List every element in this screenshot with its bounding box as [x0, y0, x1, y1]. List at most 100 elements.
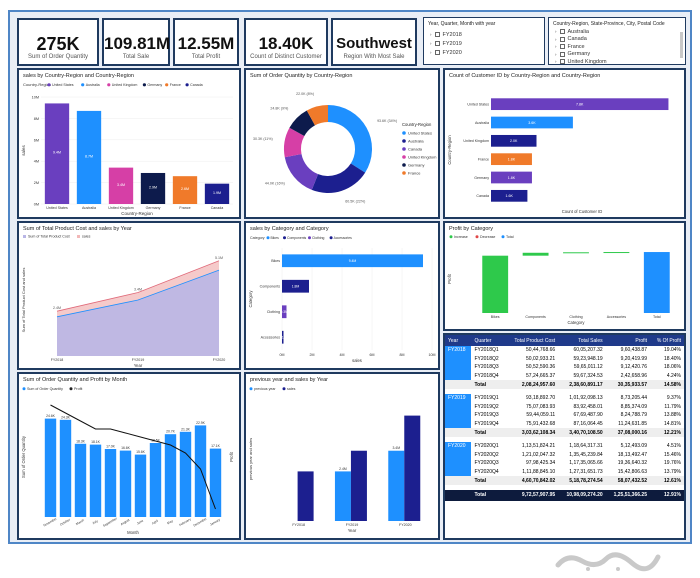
slicer-item-fy2020[interactable]: › FY2020	[430, 48, 462, 57]
checkbox-icon[interactable]	[559, 44, 565, 50]
area-data-label: 5.1M	[215, 256, 223, 260]
checkbox-icon[interactable]	[434, 32, 440, 37]
bar	[491, 116, 573, 129]
y-tick-label: 8M	[34, 117, 39, 121]
bar-data-label: 2.6M	[181, 187, 189, 191]
geo-slicer[interactable]: Country-Region, State-Province, City, Po…	[548, 17, 686, 65]
slicer-scrollbar[interactable]	[680, 32, 683, 58]
matrix-cell: 8,24,788.79	[620, 412, 647, 419]
matrix-cell: 4.24%	[666, 373, 681, 380]
checkbox-icon[interactable]	[559, 29, 565, 35]
matrix-cell: 15,42,806.63	[617, 469, 647, 476]
matrix-year-cell[interactable]	[445, 371, 472, 381]
legend-label: Sum of Order Quantity	[27, 387, 63, 391]
matrix-year-cell[interactable]	[445, 363, 472, 372]
slicer-item-australia[interactable]: › Australia	[555, 28, 607, 36]
matrix-cell: 9,60,438.87	[620, 347, 647, 354]
expand-icon[interactable]: ›	[555, 44, 557, 50]
sales-bar	[297, 471, 314, 521]
matrix-subtotal-row[interactable]: Total 4,60,70,842.02 5,18,78,274.54 58,07,4…	[445, 476, 684, 485]
matrix-subtotal-row[interactable]: Total 2,08,24,957.60 2,38,60,891.17 30,35,9…	[445, 380, 684, 389]
matrix-row[interactable]: FY2018Q2 50,02,933.21 59,23,948.19 9,20,419…	[445, 354, 684, 364]
expand-icon[interactable]: ›	[430, 50, 432, 55]
expand-icon[interactable]: ›	[430, 41, 432, 46]
checkbox-icon[interactable]	[434, 41, 440, 46]
legend-label: France	[408, 171, 421, 176]
matrix-cell: 9,20,419.99	[620, 355, 647, 362]
previous-year-card[interactable]: previous year and sales by Year previous…	[244, 372, 440, 540]
slicer-item-fy2019[interactable]: › FY2019	[430, 39, 462, 48]
slicer-item-fy2018[interactable]: › FY2018	[430, 30, 462, 39]
slicer-item-france[interactable]: › France	[555, 43, 607, 51]
checkbox-icon[interactable]	[559, 59, 565, 65]
matrix-header-cell[interactable]: Total Sales	[578, 337, 603, 344]
checkbox-icon[interactable]	[559, 51, 565, 57]
qty-profit-month-card[interactable]: Sum of Order Quantity and Profit by Mont…	[17, 372, 241, 540]
order-qty-donut-card[interactable]: Sum of Order Quantity by Country-Region …	[244, 68, 440, 219]
expand-icon[interactable]: ›	[555, 51, 557, 57]
checkbox-icon[interactable]	[434, 50, 440, 55]
matrix-year-cell[interactable]: FY2018	[445, 346, 472, 355]
matrix-row[interactable]: FY2018Q3 50,52,590.36 59,65,011.12 9,12,420…	[445, 363, 684, 372]
expand-icon[interactable]: ›	[555, 59, 557, 65]
matrix-header-cell[interactable]: Total Product Cost	[514, 337, 556, 344]
matrix-cell: 5,12,493.09	[620, 443, 647, 450]
slicer-item-united-kingdom[interactable]: › United Kingdom	[555, 58, 607, 66]
bar-data-label: 3.4M	[392, 446, 400, 450]
matrix-row[interactable]: FY2020Q2 1,21,02,047.32 1,35,45,239.84 18,1…	[445, 450, 684, 460]
x-axis-label: Year	[348, 528, 357, 533]
matrix-subtotal-row[interactable]: Total 3,03,62,108.34 3,40,70,108.50 37,08,0…	[445, 428, 684, 437]
matrix-year-cell[interactable]	[445, 419, 472, 429]
slicer-item-germany[interactable]: › Germany	[555, 51, 607, 59]
bar	[179, 431, 192, 517]
matrix-row[interactable]: FY2019Q4 75,91,432.68 87,16,064.45 11,24,63…	[445, 419, 684, 429]
kpi-distinct-customer[interactable]: 18.40K Count of Distinct Customer	[244, 18, 328, 66]
expand-icon[interactable]: ›	[555, 29, 557, 35]
matrix-header-cell[interactable]: % Of Profit	[656, 337, 681, 344]
profit-category-card[interactable]: Profit by Category Increase Decrease Total…	[443, 221, 686, 331]
profit-matrix[interactable]: Year Quarter Total Product Cost Total Sales…	[443, 333, 686, 540]
matrix-cell: FY2020Q4	[474, 469, 499, 476]
matrix-year-cell[interactable]	[445, 411, 472, 420]
matrix-row[interactable]: FY2020Q4 1,11,88,845.10 1,27,31,651.73 15,4…	[445, 467, 684, 477]
kpi-top-region[interactable]: Southwest Region With Most Sale	[331, 18, 417, 66]
matrix-year-cell[interactable]	[445, 380, 471, 389]
matrix-row[interactable]: FY2019Q2 75,07,083.93 83,92,458.01 8,85,374…	[445, 402, 684, 412]
sales-by-country-card[interactable]: sales by Country-Region and Country-Regi…	[17, 68, 241, 219]
matrix-row[interactable]: FY2020Q3 97,98,425.34 1,17,35,065.66 19,36,…	[445, 459, 684, 468]
expand-icon[interactable]: ›	[430, 32, 432, 37]
matrix-year-cell[interactable]	[445, 354, 472, 364]
matrix-header-row: Year Quarter Total Product Cost Total Sales…	[445, 335, 684, 346]
matrix-year-cell[interactable]	[445, 402, 472, 412]
matrix-header-cell[interactable]: Year	[448, 337, 459, 344]
bar-data-label: 17.1K	[211, 444, 221, 448]
expand-icon[interactable]: ›	[555, 36, 557, 42]
cost-sales-area-card[interactable]: Sum of Total Product Cost and sales by Y…	[17, 221, 241, 370]
category-sales-card[interactable]: sales by Category and Category Category B…	[244, 221, 440, 370]
matrix-row[interactable]: FY2019 FY2019Q1 93,18,892.70 1,01,92,098.13…	[445, 393, 684, 403]
matrix-year-cell[interactable]: FY2020	[445, 441, 472, 451]
kpi-total-sale[interactable]: 109.81M Total Sale	[102, 18, 170, 66]
bar	[209, 448, 222, 517]
checkbox-icon[interactable]	[559, 36, 565, 42]
matrix-row[interactable]: FY2020 FY2020Q1 1,13,51,824.21 1,18,64,317.…	[445, 441, 684, 451]
matrix-row[interactable]: FY2018 FY2018Q1 50,44,768.66 60,05,207.32 9,…	[445, 346, 684, 355]
matrix-header-cell[interactable]: Profit	[635, 337, 647, 344]
legend-marker	[402, 147, 406, 151]
customer-count-card[interactable]: Count of Customer ID by Country-Region a…	[443, 68, 686, 219]
kpi-total-profit[interactable]: 12.55M Total Profit	[173, 18, 239, 66]
matrix-year-cell[interactable]	[445, 476, 471, 485]
year-slicer[interactable]: Year, Quarter, Month with year › FY2018 ›…	[423, 17, 545, 65]
kpi-order-quantity[interactable]: 275K Sum of Order Quantity	[17, 18, 99, 66]
slicer-item-canada[interactable]: › Canada	[555, 36, 607, 44]
matrix-row[interactable]: FY2019Q3 59,44,059.11 67,69,487.90 8,24,788…	[445, 411, 684, 420]
matrix-year-cell[interactable]: FY2019	[445, 393, 472, 403]
matrix-row[interactable]: FY2018Q4 57,24,665.37 59,67,324.53 2,42,658…	[445, 371, 684, 381]
matrix-cell: 50,52,590.36	[526, 364, 556, 371]
bar	[172, 176, 198, 204]
matrix-year-cell[interactable]	[445, 428, 471, 437]
matrix-year-cell[interactable]	[445, 467, 472, 477]
matrix-header-cell[interactable]: Quarter	[474, 337, 492, 344]
matrix-year-cell[interactable]	[445, 450, 472, 460]
matrix-year-cell[interactable]	[445, 459, 472, 468]
